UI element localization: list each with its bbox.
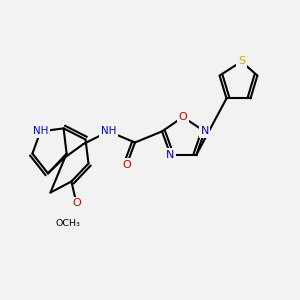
Text: O: O	[178, 112, 188, 122]
Text: OCH₃: OCH₃	[55, 219, 80, 228]
Text: N: N	[200, 126, 209, 136]
Text: O: O	[72, 198, 81, 208]
Text: O: O	[122, 160, 131, 170]
Text: NH: NH	[101, 126, 116, 136]
Text: NH: NH	[33, 126, 48, 136]
Text: S: S	[238, 56, 245, 67]
Text: N: N	[166, 149, 175, 160]
